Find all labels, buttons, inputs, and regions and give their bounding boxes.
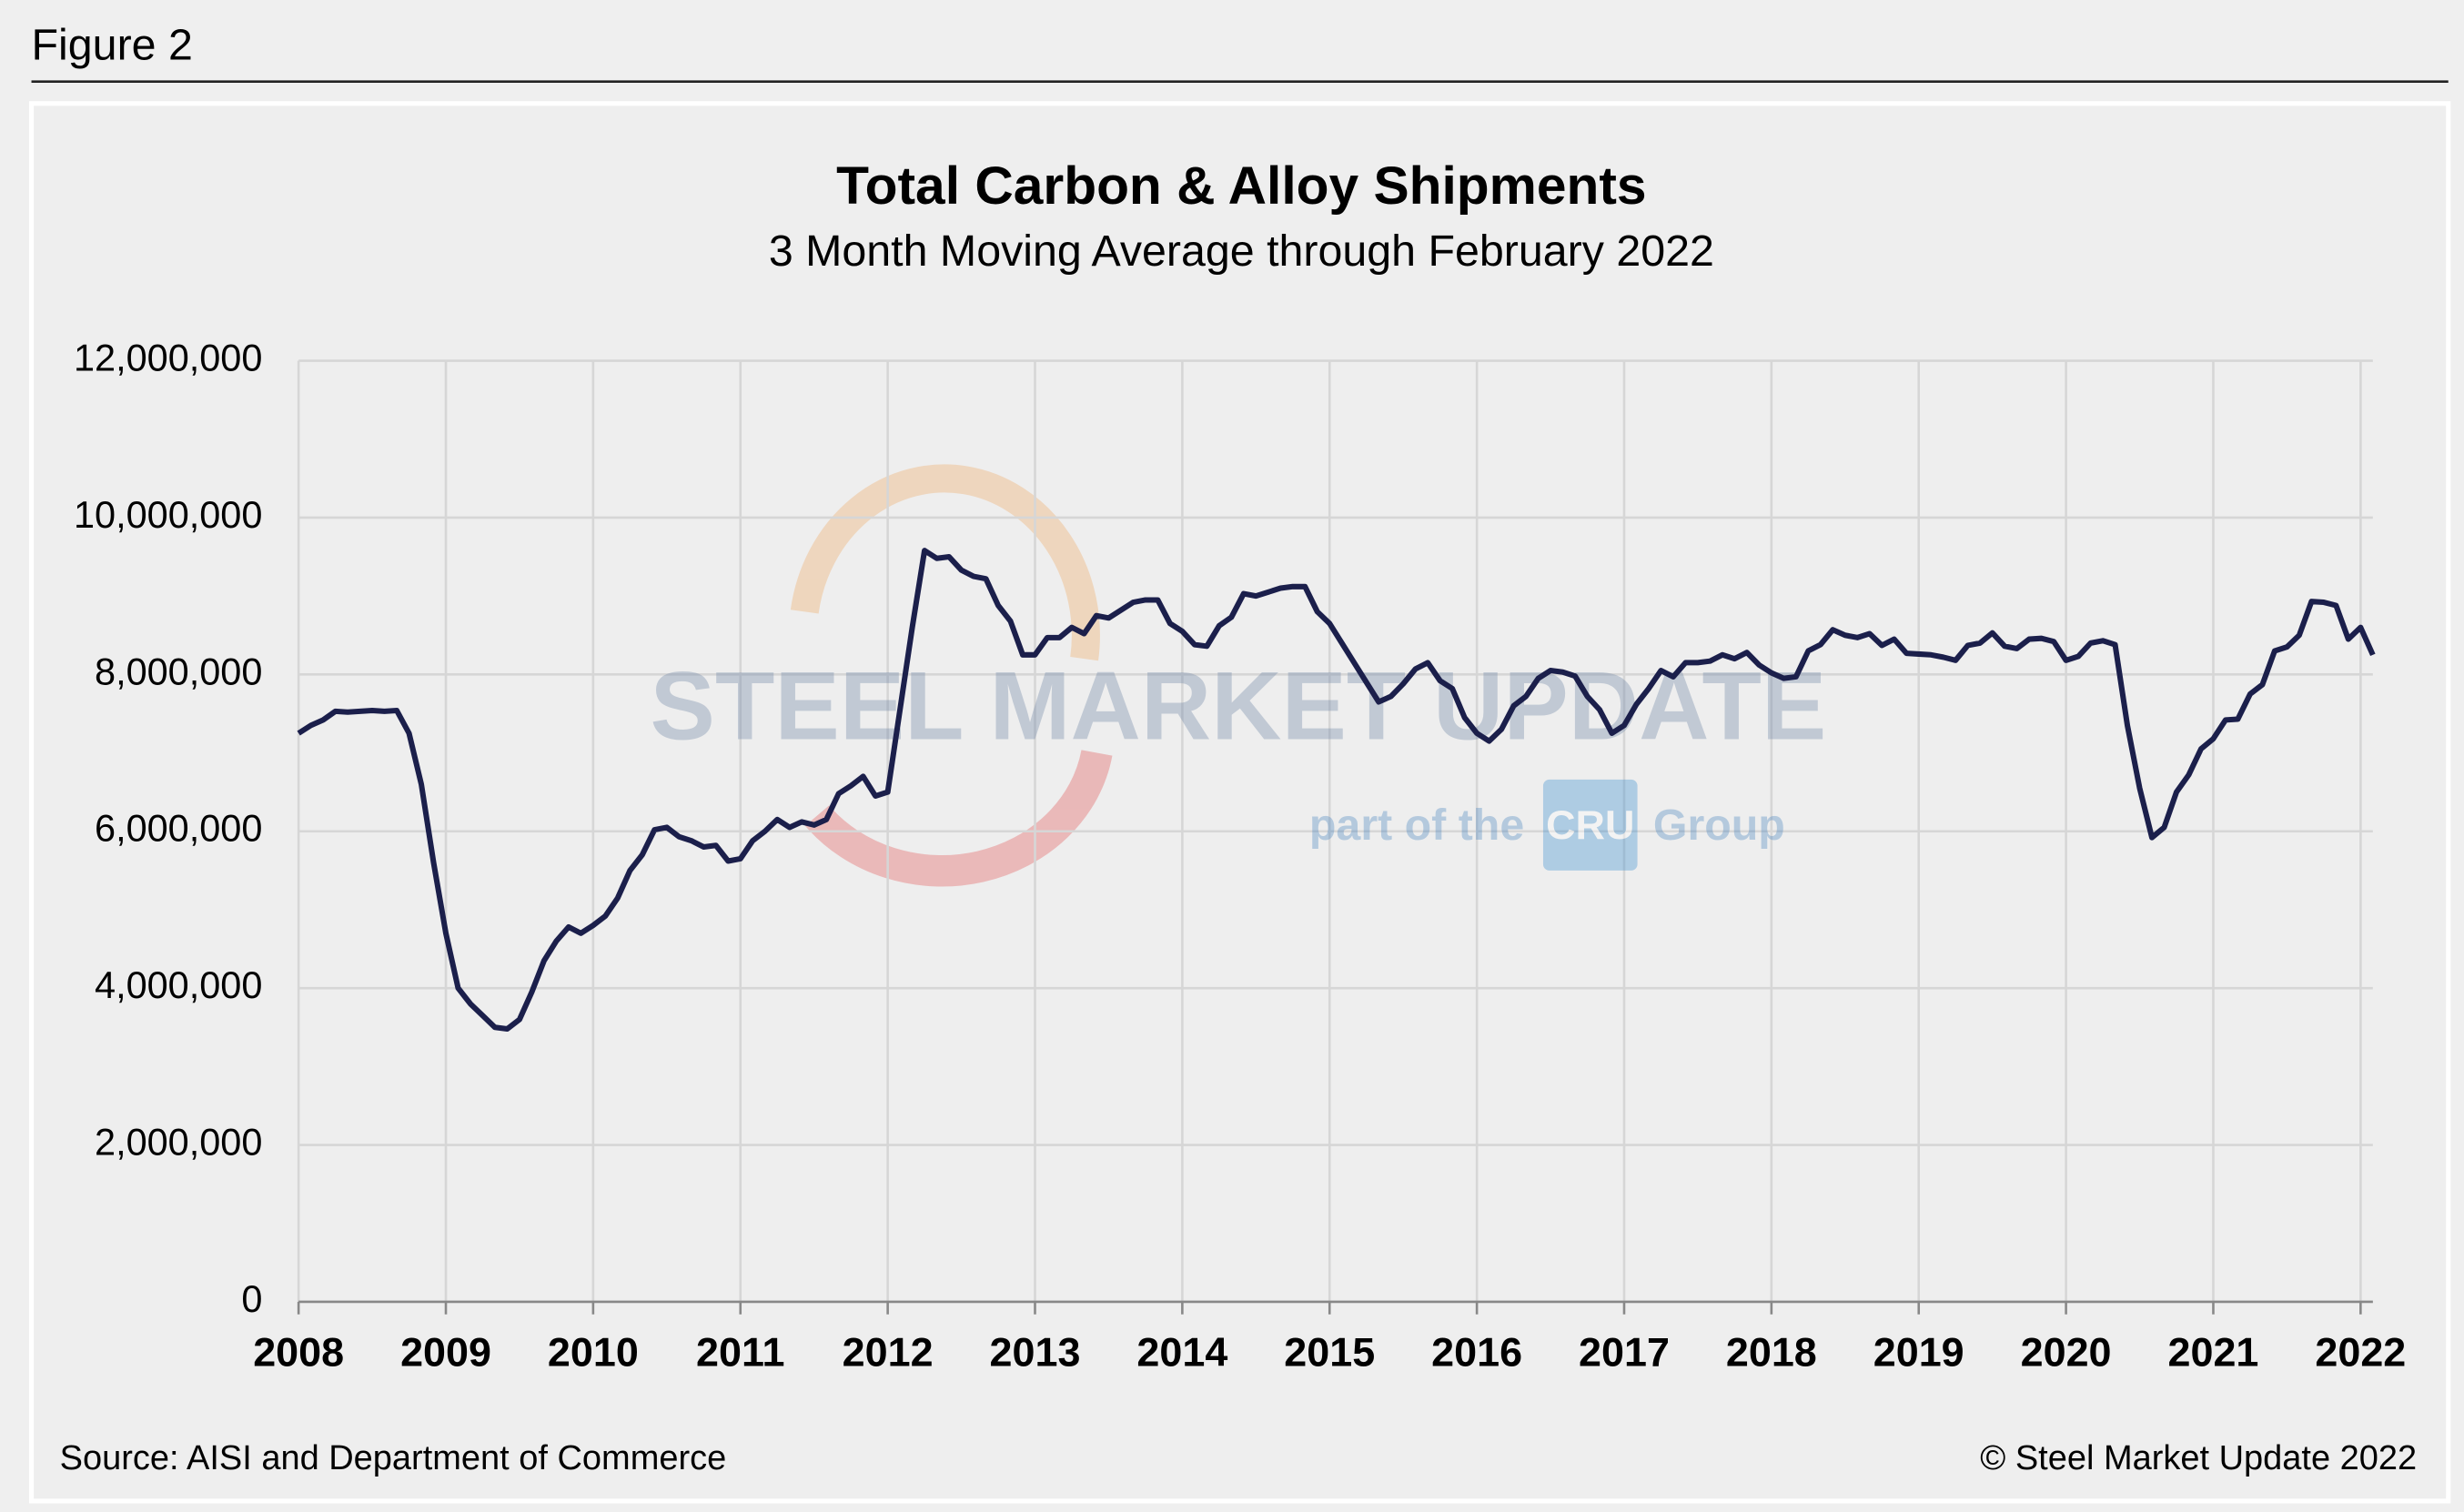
x-tick-label: 2022	[2315, 1328, 2406, 1375]
data-line	[297, 548, 2376, 1033]
watermark-swoosh	[790, 464, 1113, 887]
panel	[28, 101, 2451, 1504]
swoosh-bottom	[804, 750, 1113, 887]
x-tick-label: 2021	[2168, 1328, 2259, 1375]
chart-title: Total Carbon & Alloy Shipments	[836, 156, 1646, 216]
x-tick-label: 2018	[1726, 1328, 1817, 1375]
source-note: Source: AISI and Department of Commerce	[60, 1439, 727, 1477]
x-tick-label: 2011	[696, 1328, 784, 1375]
x-tick-label: 2016	[1431, 1328, 1522, 1375]
y-tick-label: 8,000,000	[95, 650, 262, 692]
plot: 0 2,000,000 4,000,000 6,000,000 8,000,000 10,…	[74, 337, 2406, 1375]
chart-subtitle: 3 Month Moving Average through February …	[769, 227, 1714, 276]
watermark: STEEL MARKET UPDATE part of the CRU Grou…	[651, 651, 1827, 871]
x-tick-label: 2008	[253, 1328, 344, 1375]
grid	[297, 359, 2373, 1304]
credit-note: © Steel Market Update 2022	[1980, 1439, 2417, 1477]
y-tick-label: 2,000,000	[95, 1122, 262, 1164]
y-tick-label: 0	[241, 1278, 262, 1320]
x-tick-label: 2017	[1579, 1328, 1670, 1375]
watermark-text: STEEL MARKET UPDATE	[651, 651, 1827, 761]
x-tick-label: 2015	[1284, 1328, 1375, 1375]
x-tick-label: 2014	[1136, 1328, 1227, 1375]
x-tick-label: 2012	[843, 1328, 934, 1375]
x-tick-label: 2013	[990, 1328, 1081, 1375]
watermark-subtext2: Group	[1653, 801, 1785, 850]
watermark-logo: CRU	[1546, 801, 1634, 848]
y-tick-label: 12,000,000	[74, 337, 262, 378]
x-tick-label: 2010	[548, 1328, 639, 1375]
x-tick-label: 2009	[400, 1328, 491, 1375]
y-tick-label: 4,000,000	[95, 964, 262, 1006]
x-tick-label: 2020	[2021, 1328, 2112, 1375]
y-tick-label: 10,000,000	[74, 494, 262, 536]
y-tick-label: 6,000,000	[95, 808, 262, 850]
figure-label: Figure 2	[32, 21, 193, 70]
x-tick-label: 2019	[1873, 1328, 1964, 1375]
watermark-logo-box	[1542, 779, 1638, 871]
swoosh-top	[790, 464, 1100, 661]
watermark-subtext: part of the	[1309, 801, 1524, 850]
